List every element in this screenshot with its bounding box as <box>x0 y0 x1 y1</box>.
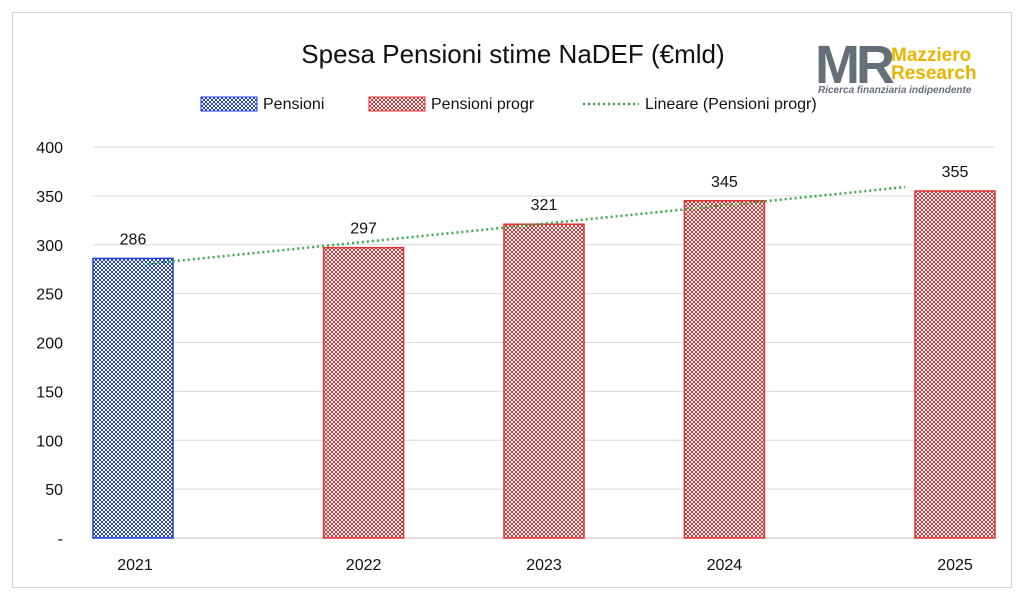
logo-name-line2: Research <box>891 63 977 84</box>
chart-frame: Spesa Pensioni stime NaDEF (€mld) Pensio… <box>12 12 1012 588</box>
x-axis: 2021 2022 2023 2024 2025 <box>117 557 973 574</box>
legend-label-trendline: Lineare (Pensioni progr) <box>645 96 817 113</box>
y-tick-label: 300 <box>36 238 63 255</box>
chart-title: Spesa Pensioni stime NaDEF (€mld) <box>301 39 724 69</box>
y-tick-label: 250 <box>36 287 63 304</box>
y-tick-label: 50 <box>45 482 63 499</box>
data-label-2024: 345 <box>711 174 738 191</box>
y-axis: - 50 100 150 200 250 300 350 400 <box>36 140 63 548</box>
brand-logo: MR Mazziero Research Ricerca finanziaria… <box>815 35 977 96</box>
legend-swatch-pensioni <box>200 96 258 112</box>
y-tick-label: 350 <box>36 189 63 206</box>
y-tick-label: 200 <box>36 336 63 353</box>
legend-label-pensioni-progr: Pensioni progr <box>431 96 535 113</box>
bar-2021 <box>92 257 174 539</box>
x-tick-label: 2023 <box>526 557 562 574</box>
data-label-2023: 321 <box>531 197 558 214</box>
bar-2023 <box>503 223 585 539</box>
data-label-2022: 297 <box>350 221 377 238</box>
data-labels: 286 297 321 345 355 <box>120 164 969 248</box>
bar-2024 <box>683 200 766 539</box>
data-label-2021: 286 <box>120 231 147 248</box>
y-tick-label: - <box>58 531 63 548</box>
legend-label-pensioni: Pensioni <box>263 96 324 113</box>
x-tick-label: 2021 <box>117 557 153 574</box>
x-tick-label: 2025 <box>937 557 973 574</box>
bar-2022 <box>322 246 405 539</box>
bars <box>92 190 996 539</box>
legend: Pensioni Pensioni progr Lineare (Pension… <box>200 96 817 113</box>
y-tick-label: 150 <box>36 384 63 401</box>
logo-tagline: Ricerca finanziaria indipendente <box>818 85 972 96</box>
logo-mark: MR <box>815 35 894 95</box>
bar-2025 <box>914 190 996 539</box>
y-tick-label: 100 <box>36 433 63 450</box>
y-tick-label: 400 <box>36 140 63 157</box>
data-label-2025: 355 <box>942 164 969 181</box>
x-tick-label: 2024 <box>707 557 743 574</box>
logo-name-line1: Mazziero <box>891 45 971 66</box>
legend-swatch-pensioni-progr <box>368 96 426 112</box>
x-tick-label: 2022 <box>346 557 382 574</box>
chart-svg: Spesa Pensioni stime NaDEF (€mld) Pensio… <box>36 35 996 574</box>
